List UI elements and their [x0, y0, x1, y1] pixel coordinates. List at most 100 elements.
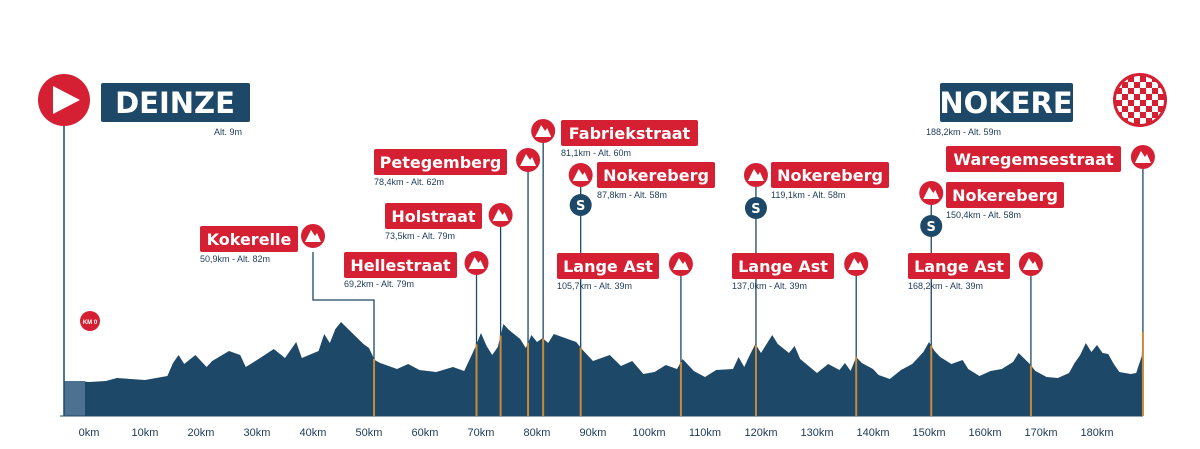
climb-detail: 78,4km - Alt. 62m [374, 177, 444, 187]
climb-detail: 168,2km - Alt. 39m [908, 281, 983, 291]
climb-marker: Lange Ast 168,2km - Alt. 39m [908, 252, 1043, 291]
x-tick-label: 50km [356, 427, 383, 439]
start-marker: DEINZE Alt. 9m [38, 74, 250, 416]
profile-layer [60, 322, 1143, 417]
climb-name-box [732, 253, 834, 279]
mountain-glyph-icon [747, 169, 764, 181]
mountain-glyph-icon [535, 125, 552, 137]
x-tick-label: 70km [468, 427, 495, 439]
x-tick-label: 60km [412, 427, 439, 439]
climb-name: Lange Ast [738, 257, 828, 276]
climb-name-box [200, 226, 298, 252]
climb-name: Nokereberg [603, 166, 709, 185]
climb-name-box [946, 146, 1121, 172]
elevation-area [77, 322, 1143, 416]
x-tick-label: 0km [79, 427, 100, 439]
mountain-glyph-icon [923, 187, 940, 199]
x-tick-label: 90km [580, 427, 607, 439]
climb-name: Nokereberg [777, 166, 883, 185]
sprint-letter: S [927, 220, 936, 235]
x-tick-label: 120km [744, 427, 777, 439]
climb-marker: Waregemsestraat [946, 145, 1155, 172]
climb-marker: S Nokereberg 87,8km - Alt. 58m [568, 162, 715, 216]
x-tick-label: 40km [300, 427, 327, 439]
mountain-glyph-icon [1134, 151, 1151, 163]
x-tick-label: 80km [524, 427, 551, 439]
x-tick-label: 180km [1080, 427, 1113, 439]
climb-detail: 69,2km - Alt. 79m [344, 279, 414, 289]
finish-name: NOKERE [939, 86, 1072, 120]
km0-badge-text: KM 0 [83, 320, 98, 326]
climb-marker: S Nokereberg 119,1km - Alt. 58m [743, 162, 889, 219]
climb-detail: 150,4km - Alt. 58m [946, 210, 1021, 220]
mountain-glyph-icon [672, 258, 689, 270]
mountain-glyph-icon [848, 258, 865, 270]
x-tick-label: 160km [968, 427, 1001, 439]
climb-name: Hellestraat [350, 256, 451, 275]
climb-line [312, 252, 375, 416]
sprint-icon [920, 215, 943, 237]
km0-marker: KM 0 [80, 311, 100, 331]
climb-name-box [908, 253, 1010, 279]
mountain-glyph-icon [492, 209, 509, 221]
sprint-icon [744, 197, 767, 219]
start-name-box [101, 83, 250, 122]
climb-detail: 50,9km - Alt. 82m [200, 254, 270, 264]
sprint-icon [569, 194, 592, 216]
sprint-letter: S [576, 199, 585, 214]
km0-badge [80, 311, 100, 331]
x-tick-label: 140km [856, 427, 889, 439]
neutral-zone [63, 381, 85, 416]
climb-name-box [561, 120, 698, 146]
climb-marker: Holstraat 73,5km - Alt. 79m [385, 203, 513, 241]
start-altitude: Alt. 9m [214, 127, 242, 137]
climb-marker: Hellestraat 69,2km - Alt. 79m [344, 251, 489, 289]
mountain-glyph-icon [572, 169, 589, 181]
climb-name: Waregemsestraat [953, 150, 1114, 169]
mountain-glyph-icon [468, 257, 485, 269]
climb-detail: 73,5km - Alt. 79m [385, 231, 455, 241]
climb-name: Holstraat [391, 207, 476, 226]
climb-name: Petegemberg [380, 153, 502, 172]
climb-marker: Kokerelle 50,9km - Alt. 82m [200, 224, 325, 264]
climb-detail: 87,8km - Alt. 58m [597, 190, 667, 200]
climb-name: Fabriekstraat [569, 124, 691, 143]
climb-name: Nokereberg [952, 186, 1058, 205]
climb-detail: 119,1km - Alt. 58m [771, 190, 845, 200]
x-tick-label: 30km [244, 427, 271, 439]
climb-name-box [771, 162, 889, 188]
checkered-flag-icon [1116, 76, 1164, 124]
climb-detail: 81,1km - Alt. 60m [561, 148, 631, 158]
x-tick-label: 150km [912, 427, 945, 439]
climb-name-box [374, 149, 507, 175]
play-arrow-icon [53, 86, 80, 114]
mountain-glyph-icon [305, 230, 321, 242]
x-tick-label: 130km [800, 427, 833, 439]
sprint-letter: S [751, 202, 760, 217]
climb-name-box [557, 253, 659, 279]
climb-name: Lange Ast [563, 257, 653, 276]
climb-marker: Lange Ast 105,7km - Alt. 39m [557, 252, 693, 291]
finish-name-box [940, 83, 1073, 122]
climb-name: Lange Ast [914, 257, 1004, 276]
finish-marker: NOKERE 188,2km - Alt. 59m [926, 73, 1167, 137]
x-tick-label: 110km [689, 427, 721, 439]
x-tick-label: 20km [188, 427, 215, 439]
mountain-glyph-icon [1022, 258, 1039, 270]
x-axis-ticks: 0km 10km 20km 30km 40km 50km 60km 70km 80km 90km 1… [79, 427, 1114, 439]
climbs-layer: Kokerelle 50,9km - Alt. 82m Hellestraat 69,… [200, 119, 1155, 291]
climb-detail: 105,7km - Alt. 39m [557, 281, 632, 291]
climb-name-box [597, 162, 715, 188]
climb-marker: Lange Ast 137,0km - Alt. 39m [732, 252, 869, 291]
climb-name-box [946, 182, 1064, 208]
climb-name-box [385, 203, 482, 229]
climb-name-box [344, 252, 457, 278]
climb-marker: Petegemberg 78,4km - Alt. 62m [374, 148, 541, 187]
climb-name: Kokerelle [207, 230, 292, 249]
start-name: DEINZE [115, 86, 235, 120]
climb-marker: Fabriekstraat 81,1km - Alt. 60m [531, 119, 698, 158]
x-tick-label: 10km [132, 427, 159, 439]
x-tick-label: 100km [632, 427, 665, 439]
